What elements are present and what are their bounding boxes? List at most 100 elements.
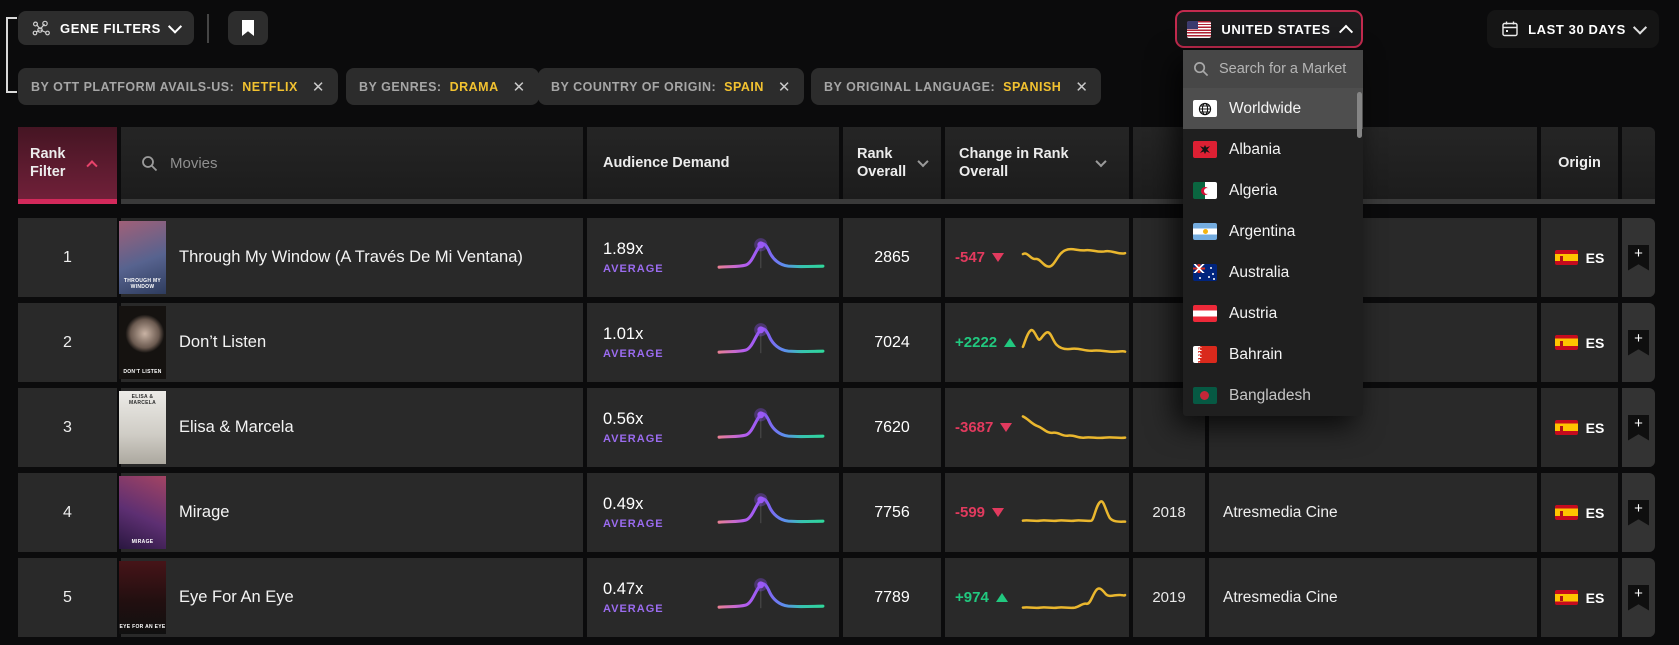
header-underline bbox=[121, 199, 1655, 204]
remove-filter-icon[interactable]: ✕ bbox=[1075, 78, 1089, 96]
movie-poster[interactable]: EYE FOR AN EYE bbox=[119, 561, 166, 634]
bookmark-plus-icon: + bbox=[1628, 244, 1649, 271]
market-option-label: Albania bbox=[1229, 140, 1281, 158]
market-option-label: Australia bbox=[1229, 263, 1290, 281]
remove-filter-icon[interactable]: ✕ bbox=[311, 78, 325, 96]
spain-flag-icon bbox=[1554, 250, 1578, 265]
movie-title[interactable]: Through My Window (A Través De Mi Ventan… bbox=[179, 248, 523, 266]
demand-sparkline bbox=[715, 236, 827, 278]
dropdown-scrollbar[interactable] bbox=[1357, 92, 1362, 138]
chip-value: DRAMA bbox=[449, 79, 499, 94]
market-option-bangladesh[interactable]: Bangladesh bbox=[1183, 375, 1363, 416]
add-to-list-button[interactable]: + bbox=[1622, 558, 1655, 637]
movie-title[interactable]: Eye For An Eye bbox=[179, 588, 294, 606]
filter-chip-language: BY ORIGINAL LANGUAGE: SPANISH ✕ bbox=[811, 68, 1102, 105]
rank-change-value: -547 bbox=[955, 249, 986, 266]
audience-demand-cell: 0.47x AVERAGE bbox=[587, 558, 839, 637]
market-option-austria[interactable]: Austria bbox=[1183, 293, 1363, 334]
rank-change-value: +2222 bbox=[955, 334, 998, 351]
rank-change-cell: -547 bbox=[945, 218, 1129, 297]
add-to-list-button[interactable]: + bbox=[1622, 473, 1655, 552]
header-rank-filter[interactable]: Rank Filter bbox=[18, 127, 117, 199]
movie-title[interactable]: Don’t Listen bbox=[179, 333, 267, 351]
table-row: 2 DON’T LISTEN Don’t Listen 1.01x AVERAG… bbox=[0, 303, 1679, 382]
chevron-up-icon bbox=[1338, 24, 1353, 39]
rank-overall-cell: 7756 bbox=[843, 473, 941, 552]
movie-cell[interactable]: THROUGH MY WINDOW Through My Window (A T… bbox=[119, 218, 583, 297]
add-to-list-button[interactable]: + bbox=[1622, 218, 1655, 297]
rank-cell: 3 bbox=[18, 388, 117, 467]
market-option-albania[interactable]: Albania bbox=[1183, 129, 1363, 170]
header-label: Origin bbox=[1558, 154, 1601, 171]
production-company-cell: Atresmedia Cine bbox=[1209, 558, 1537, 637]
origin-cell: ES bbox=[1541, 473, 1618, 552]
movie-poster[interactable]: MIRAGE bbox=[119, 476, 166, 549]
header-add-column bbox=[1622, 127, 1655, 199]
search-icon bbox=[1193, 61, 1209, 77]
rank-down-icon bbox=[1000, 423, 1013, 432]
release-year-cell: 2019 bbox=[1133, 558, 1205, 637]
audience-demand-cell: 0.49x AVERAGE bbox=[587, 473, 839, 552]
rank-trend-sparkline bbox=[1021, 495, 1127, 529]
movie-poster[interactable]: ELISA & MARCELA bbox=[119, 391, 166, 464]
movie-cell[interactable]: MIRAGE Mirage bbox=[119, 473, 583, 552]
chip-label: BY ORIGINAL LANGUAGE: bbox=[824, 79, 996, 94]
movie-cell[interactable]: ELISA & MARCELA Elisa & Marcela bbox=[119, 388, 583, 467]
movie-cell[interactable]: DON’T LISTEN Don’t Listen bbox=[119, 303, 583, 382]
date-range-button[interactable]: LAST 30 DAYS bbox=[1487, 10, 1659, 48]
origin-code: ES bbox=[1585, 504, 1605, 521]
header-audience-demand[interactable]: Audience Demand bbox=[587, 127, 839, 199]
market-option-algeria[interactable]: Algeria bbox=[1183, 170, 1363, 211]
origin-cell: ES bbox=[1541, 558, 1618, 637]
rank-trend-sparkline bbox=[1021, 240, 1127, 274]
saved-filters-button[interactable] bbox=[228, 11, 268, 45]
us-flag-icon bbox=[1187, 20, 1212, 38]
demand-value: 1.01x bbox=[603, 325, 644, 343]
chevron-down-icon bbox=[167, 19, 182, 34]
gene-filters-button[interactable]: GENE FILTERS bbox=[18, 11, 194, 45]
header-movies-search[interactable] bbox=[121, 127, 583, 199]
movie-poster[interactable]: DON’T LISTEN bbox=[119, 306, 166, 379]
toolbar-divider bbox=[207, 14, 209, 43]
header-rank-overall[interactable]: Rank Overall bbox=[843, 127, 941, 199]
market-search-input[interactable] bbox=[1217, 60, 1353, 78]
chip-value: NETFLIX bbox=[242, 79, 298, 94]
movie-title[interactable]: Elisa & Marcela bbox=[179, 418, 294, 436]
add-to-list-button[interactable]: + bbox=[1622, 303, 1655, 382]
market-option-bahrain[interactable]: Bahrain bbox=[1183, 334, 1363, 375]
chevron-down-icon bbox=[917, 155, 929, 168]
market-option-argentina[interactable]: Argentina bbox=[1183, 211, 1363, 252]
origin-code: ES bbox=[1585, 334, 1605, 351]
market-selector-button[interactable]: UNITED STATES bbox=[1175, 10, 1363, 48]
audience-demand-cell: 1.01x AVERAGE bbox=[587, 303, 839, 382]
movie-poster[interactable]: THROUGH MY WINDOW bbox=[119, 221, 166, 294]
header-origin[interactable]: Origin bbox=[1541, 127, 1618, 199]
origin-cell: ES bbox=[1541, 218, 1618, 297]
movie-cell[interactable]: EYE FOR AN EYE Eye For An Eye bbox=[119, 558, 583, 637]
movie-title[interactable]: Mirage bbox=[179, 503, 230, 521]
rank-change-cell: +974 bbox=[945, 558, 1129, 637]
header-change-in-rank[interactable]: Change in Rank Overall bbox=[945, 127, 1129, 199]
chevron-down-icon bbox=[1095, 155, 1107, 168]
remove-filter-icon[interactable]: ✕ bbox=[512, 78, 526, 96]
rank-overall-cell: 7024 bbox=[843, 303, 941, 382]
demand-value: 0.49x bbox=[603, 495, 644, 513]
market-option-label: Algeria bbox=[1229, 181, 1278, 199]
rank-change-cell: -599 bbox=[945, 473, 1129, 552]
header-label: Change in Rank Overall bbox=[959, 145, 1069, 180]
market-search-bar[interactable] bbox=[1183, 50, 1363, 88]
bookmark-plus-icon: + bbox=[1628, 499, 1649, 526]
table-row: 3 ELISA & MARCELA Elisa & Marcela 0.56x … bbox=[0, 388, 1679, 467]
market-option-australia[interactable]: Australia bbox=[1183, 252, 1363, 293]
rank-change-value: -3687 bbox=[955, 419, 994, 436]
add-to-list-button[interactable]: + bbox=[1622, 388, 1655, 467]
remove-filter-icon[interactable]: ✕ bbox=[777, 78, 791, 96]
market-option-worldwide[interactable]: Worldwide bbox=[1183, 88, 1363, 129]
demand-sparkline bbox=[715, 576, 827, 618]
movies-search-input[interactable] bbox=[168, 153, 472, 173]
spain-flag-icon bbox=[1554, 590, 1578, 605]
rank-change-value: +974 bbox=[955, 589, 989, 606]
gene-molecule-icon bbox=[32, 20, 51, 36]
rank-change-cell: -3687 bbox=[945, 388, 1129, 467]
